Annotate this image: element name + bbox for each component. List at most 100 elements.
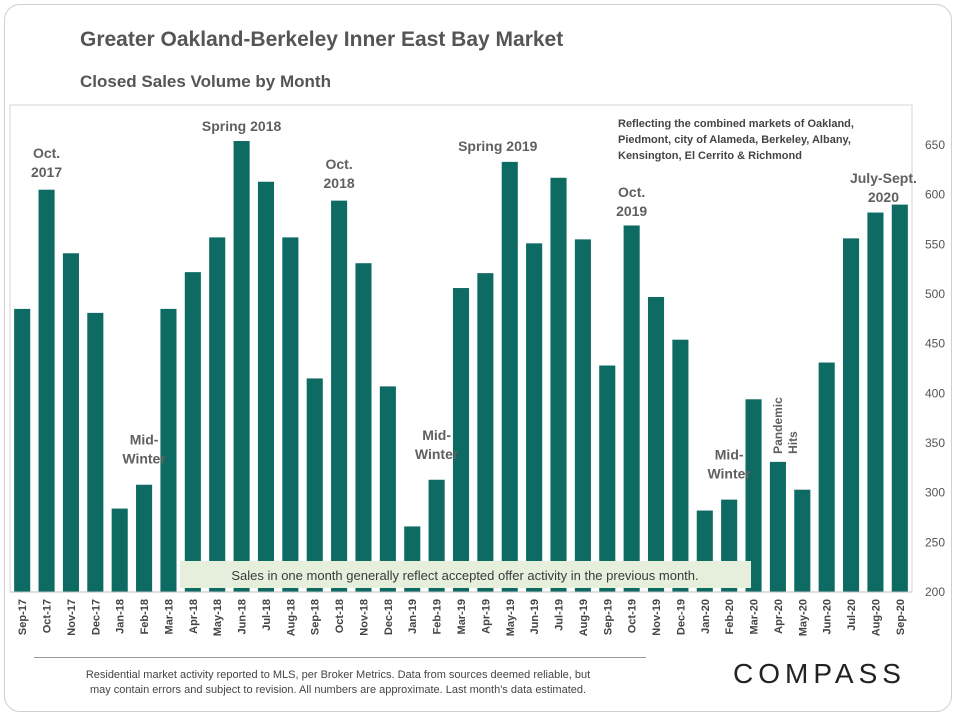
x-tick-label: Feb-19 — [432, 599, 444, 634]
compass-logo: COMPASS — [733, 658, 906, 689]
x-tick-label: Jul-19 — [554, 599, 566, 631]
bar-feb-18 — [136, 484, 153, 592]
x-tick-label: Nov-17 — [66, 599, 78, 636]
annotation-oct-2019: 2019 — [616, 203, 647, 219]
bar-jul-20 — [843, 238, 860, 592]
y-tick-label: 250 — [925, 535, 945, 549]
bar-sep-19 — [599, 365, 616, 592]
x-tick-label: Mar-19 — [456, 599, 468, 634]
y-tick-label: 400 — [925, 386, 945, 400]
annotation-mid-winter: Winter — [122, 451, 166, 467]
markets-note: Piedmont, city of Alameda, Berkeley, Alb… — [618, 134, 851, 146]
bar-may-19 — [501, 161, 518, 593]
x-tick-label: Jul-20 — [846, 599, 858, 631]
x-tick-label: Sep-17 — [17, 599, 29, 635]
x-tick-label: Oct-17 — [42, 599, 54, 633]
x-tick-label: Dec-17 — [90, 599, 102, 635]
source-footnote: Residential market activity reported to … — [38, 668, 638, 698]
x-tick-label: Jan-19 — [407, 599, 419, 634]
footnote-line-1: Residential market activity reported to … — [85, 669, 591, 681]
annotation-mid-winter: Mid- — [422, 427, 451, 443]
x-tick-label: Jan-20 — [700, 599, 712, 634]
x-tick-label: Aug-20 — [870, 599, 882, 636]
bar-jun-18 — [233, 141, 250, 592]
x-tick-label: Jul-18 — [261, 599, 273, 631]
bar-aug-18 — [282, 237, 299, 592]
bar-oct-17 — [38, 189, 55, 592]
page-subtitle: Closed Sales Volume by Month — [80, 72, 331, 91]
bar-nov-17 — [62, 253, 79, 593]
y-tick-label: 600 — [925, 188, 945, 202]
x-tick-label: Nov-19 — [651, 599, 663, 636]
bar-mar-19 — [452, 288, 470, 592]
x-tick-label: Apr-18 — [188, 599, 200, 634]
annotation-oct-2018: 2018 — [324, 175, 355, 191]
annotation-oct-2019: Oct. — [618, 184, 645, 200]
bar-sep-20 — [891, 204, 908, 592]
bar-jun-20 — [818, 362, 835, 592]
bar-dec-17 — [87, 312, 104, 592]
bar-sep-18 — [306, 378, 323, 592]
x-tick-label: Oct-18 — [334, 599, 346, 633]
y-tick-label: 350 — [925, 436, 945, 450]
page-title: Greater Oakland-Berkeley Inner East Bay … — [80, 28, 564, 51]
x-tick-label: May-20 — [797, 599, 809, 636]
x-tick-label: Jun-18 — [237, 599, 249, 634]
x-tick-label: Mar-20 — [749, 599, 761, 634]
annotation-mid-winter: Winter — [707, 466, 751, 482]
note-box — [180, 561, 751, 588]
x-tick-label: Feb-18 — [139, 599, 151, 634]
annotation-mid-winter: Winter — [415, 446, 459, 462]
bar-aug-19 — [574, 239, 591, 592]
bar-mar-18 — [160, 308, 177, 592]
x-tick-label: Dec-18 — [383, 599, 395, 635]
footnote-line-2: may contain errors and subject to revisi… — [89, 684, 587, 696]
bar-aug-20 — [867, 212, 884, 592]
x-tick-label: Dec-19 — [675, 599, 687, 635]
annotation-pandemic: Hits — [786, 431, 800, 454]
x-tick-label: Jun-19 — [529, 599, 541, 634]
bar-jan-18 — [111, 508, 128, 592]
bar-nov-18 — [355, 263, 372, 592]
annotation-oct-2017: Oct. — [33, 145, 60, 161]
x-tick-label: Apr-19 — [480, 599, 492, 634]
x-tick-label: Sep-18 — [310, 599, 322, 635]
bar-mar-20 — [745, 399, 762, 592]
annotation-spring-2019: Spring 2019 — [458, 138, 538, 154]
offer-activity-note: Sales in one month generally reflect acc… — [231, 568, 698, 583]
y-tick-label: 450 — [925, 337, 945, 351]
x-tick-label: Feb-20 — [724, 599, 736, 634]
y-tick-label: 550 — [925, 237, 945, 251]
y-tick-label: 500 — [925, 287, 945, 301]
markets-note: Reflecting the combined markets of Oakla… — [618, 118, 854, 130]
bar-jun-19 — [526, 243, 543, 592]
footer-divider — [34, 657, 646, 658]
bar-dec-19 — [672, 339, 689, 592]
x-tick-label: Sep-19 — [602, 599, 614, 635]
x-tick-label: Oct-19 — [627, 599, 639, 633]
annotation-mid-winter: Mid- — [715, 447, 744, 463]
bar-jul-19 — [550, 177, 567, 592]
y-tick-label: 300 — [925, 486, 945, 500]
markets-note: Kensington, El Cerrito & Richmond — [618, 150, 802, 162]
y-tick-label: 200 — [925, 585, 945, 599]
bar-may-18 — [209, 237, 226, 592]
x-tick-label: Aug-19 — [578, 599, 590, 636]
x-tick-label: May-18 — [212, 599, 224, 636]
annotation-july-sept-2020: 2020 — [868, 189, 899, 205]
x-tick-label: Jun-20 — [822, 599, 834, 634]
bar-apr-18 — [184, 272, 201, 592]
x-tick-label: Sep-20 — [895, 599, 907, 635]
bar-jul-18 — [257, 181, 275, 592]
bar-oct-19 — [623, 225, 640, 592]
bar-may-20 — [794, 489, 811, 592]
bar-dec-18 — [379, 386, 396, 592]
annotation-pandemic: Pandemic — [771, 397, 785, 454]
annotation-mid-winter: Mid- — [130, 432, 159, 448]
x-tick-label: Apr-20 — [773, 599, 785, 634]
x-tick-label: Aug-18 — [285, 599, 297, 636]
bar-nov-19 — [647, 296, 665, 592]
bar-apr-19 — [477, 273, 494, 592]
x-tick-label: Mar-18 — [163, 599, 175, 634]
